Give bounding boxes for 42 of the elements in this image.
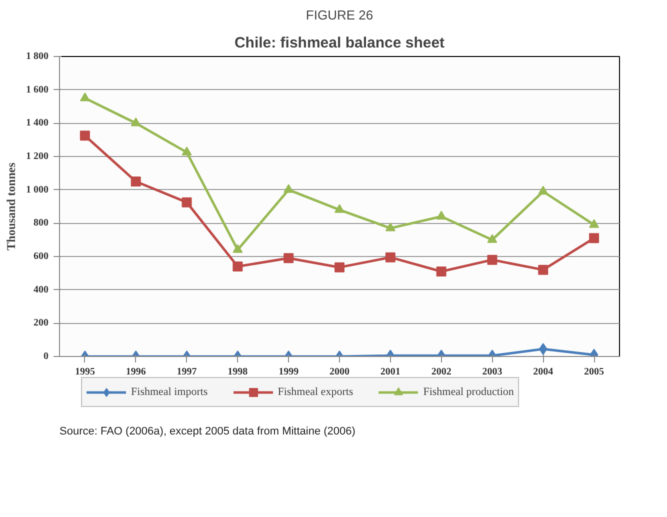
point (182, 146, 192, 156)
point (130, 176, 141, 186)
point (334, 204, 344, 213)
point (538, 186, 548, 195)
y-tick-label: 200 (34, 318, 48, 329)
y-axis-title: Thousand tonnes (4, 162, 18, 250)
point (80, 92, 90, 102)
x-tick-label: 1995 (74, 366, 95, 378)
x-tick-label: 1999 (278, 366, 299, 378)
x-tick-label: 2005 (584, 366, 604, 378)
x-tick-label: 2001 (380, 366, 400, 378)
x-tick-label: 1997 (176, 366, 197, 378)
point (80, 130, 90, 141)
chart-subtitle: FIGURE 26 (306, 8, 374, 22)
point (436, 210, 446, 220)
y-tick-label: 1 200 (26, 151, 48, 162)
legend-label: Fishmeal imports (131, 386, 208, 398)
point (232, 244, 243, 253)
y-tick-label: 400 (34, 284, 48, 296)
x-tick-label: 2002 (431, 366, 452, 378)
y-tick-label: 1 400 (26, 118, 48, 129)
legend-label: Fishmeal production (423, 386, 514, 398)
point (182, 197, 192, 208)
y-tick-label: 1 800 (26, 51, 48, 62)
x-tick-label: 2003 (482, 366, 502, 378)
x-tick-label: 1996 (126, 366, 146, 378)
chart-title: Chile: fishmeal balance sheet (234, 34, 445, 52)
source-note: Source: FAO (2006a), except 2005 data from Mittaine (2006) (60, 426, 356, 438)
y-tick-label: 1 000 (26, 184, 48, 196)
legend-label: Fishmeal exports (278, 386, 354, 398)
point (487, 234, 498, 243)
y-tick-label: 1 600 (26, 84, 48, 96)
y-tick-label: 800 (34, 218, 48, 229)
x-tick-label: 1998 (228, 366, 248, 378)
x-tick-label: 2000 (330, 366, 350, 378)
point (385, 222, 396, 232)
point (589, 219, 600, 228)
y-tick-label: 600 (34, 251, 48, 262)
y-tick-label: 0 (44, 351, 48, 362)
x-tick-label: 2004 (533, 366, 554, 378)
point (130, 117, 141, 126)
point (284, 184, 294, 193)
